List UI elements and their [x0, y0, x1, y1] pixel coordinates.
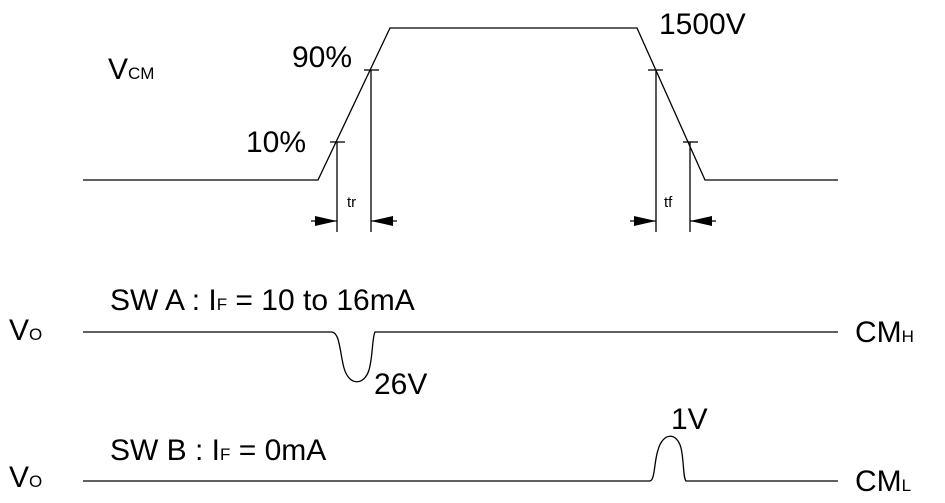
vcm-waveform: [83, 27, 838, 181]
tf-arrow-right: [690, 216, 712, 226]
swa-output-waveform: [83, 331, 838, 383]
swb-label: SW B : IF = 0mA: [110, 434, 327, 467]
tr-arrow-right: [371, 216, 393, 226]
cmh-label: CMH: [855, 316, 914, 349]
peak-voltage-label: 1500V: [659, 8, 746, 41]
vo-a-label: VO: [9, 314, 43, 347]
tf-label: tf: [664, 194, 673, 211]
tf-arrow-left: [634, 216, 656, 226]
cml-label: CML: [855, 465, 912, 498]
swb-output-waveform: [83, 435, 838, 482]
vcm-label: VCM: [108, 53, 155, 86]
tr-label: tr: [347, 194, 357, 211]
pct90-label: 90%: [292, 41, 353, 74]
swa-label: SW A : IF = 10 to 16mA: [110, 284, 415, 317]
bump-voltage-label: 1V: [671, 403, 708, 436]
dip-voltage-label: 26V: [374, 368, 428, 401]
tr-arrow-left: [315, 216, 337, 226]
pct10-label: 10%: [246, 126, 307, 159]
vo-b-label: VO: [9, 461, 43, 494]
